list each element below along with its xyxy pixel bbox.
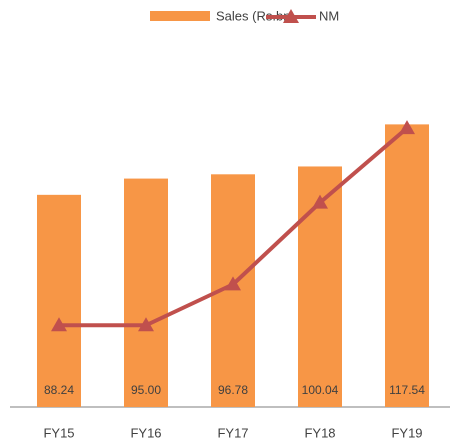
x-tick-label: FY15	[43, 425, 74, 440]
x-tick-label: FY18	[304, 425, 335, 440]
marker	[399, 120, 415, 135]
marker	[225, 276, 241, 291]
value-label: 117.54	[389, 383, 425, 397]
bar	[385, 124, 429, 408]
x-tick-label: FY19	[391, 425, 422, 440]
value-label: 100.04	[302, 383, 339, 397]
marker	[138, 317, 154, 332]
x-tick-label: FY17	[217, 425, 248, 440]
marker	[312, 194, 328, 209]
legend-swatch	[150, 11, 210, 21]
x-tick-label: FY16	[130, 425, 161, 440]
value-label: 95.00	[131, 383, 161, 397]
legend-label: NM	[319, 8, 339, 23]
bar	[37, 194, 81, 407]
legend-marker	[283, 9, 299, 23]
bar	[124, 178, 168, 407]
legend-label: Sales (Rs.bn)	[216, 8, 295, 23]
value-label: 96.78	[218, 383, 248, 397]
value-label: 88.24	[44, 383, 74, 397]
marker	[51, 317, 67, 332]
